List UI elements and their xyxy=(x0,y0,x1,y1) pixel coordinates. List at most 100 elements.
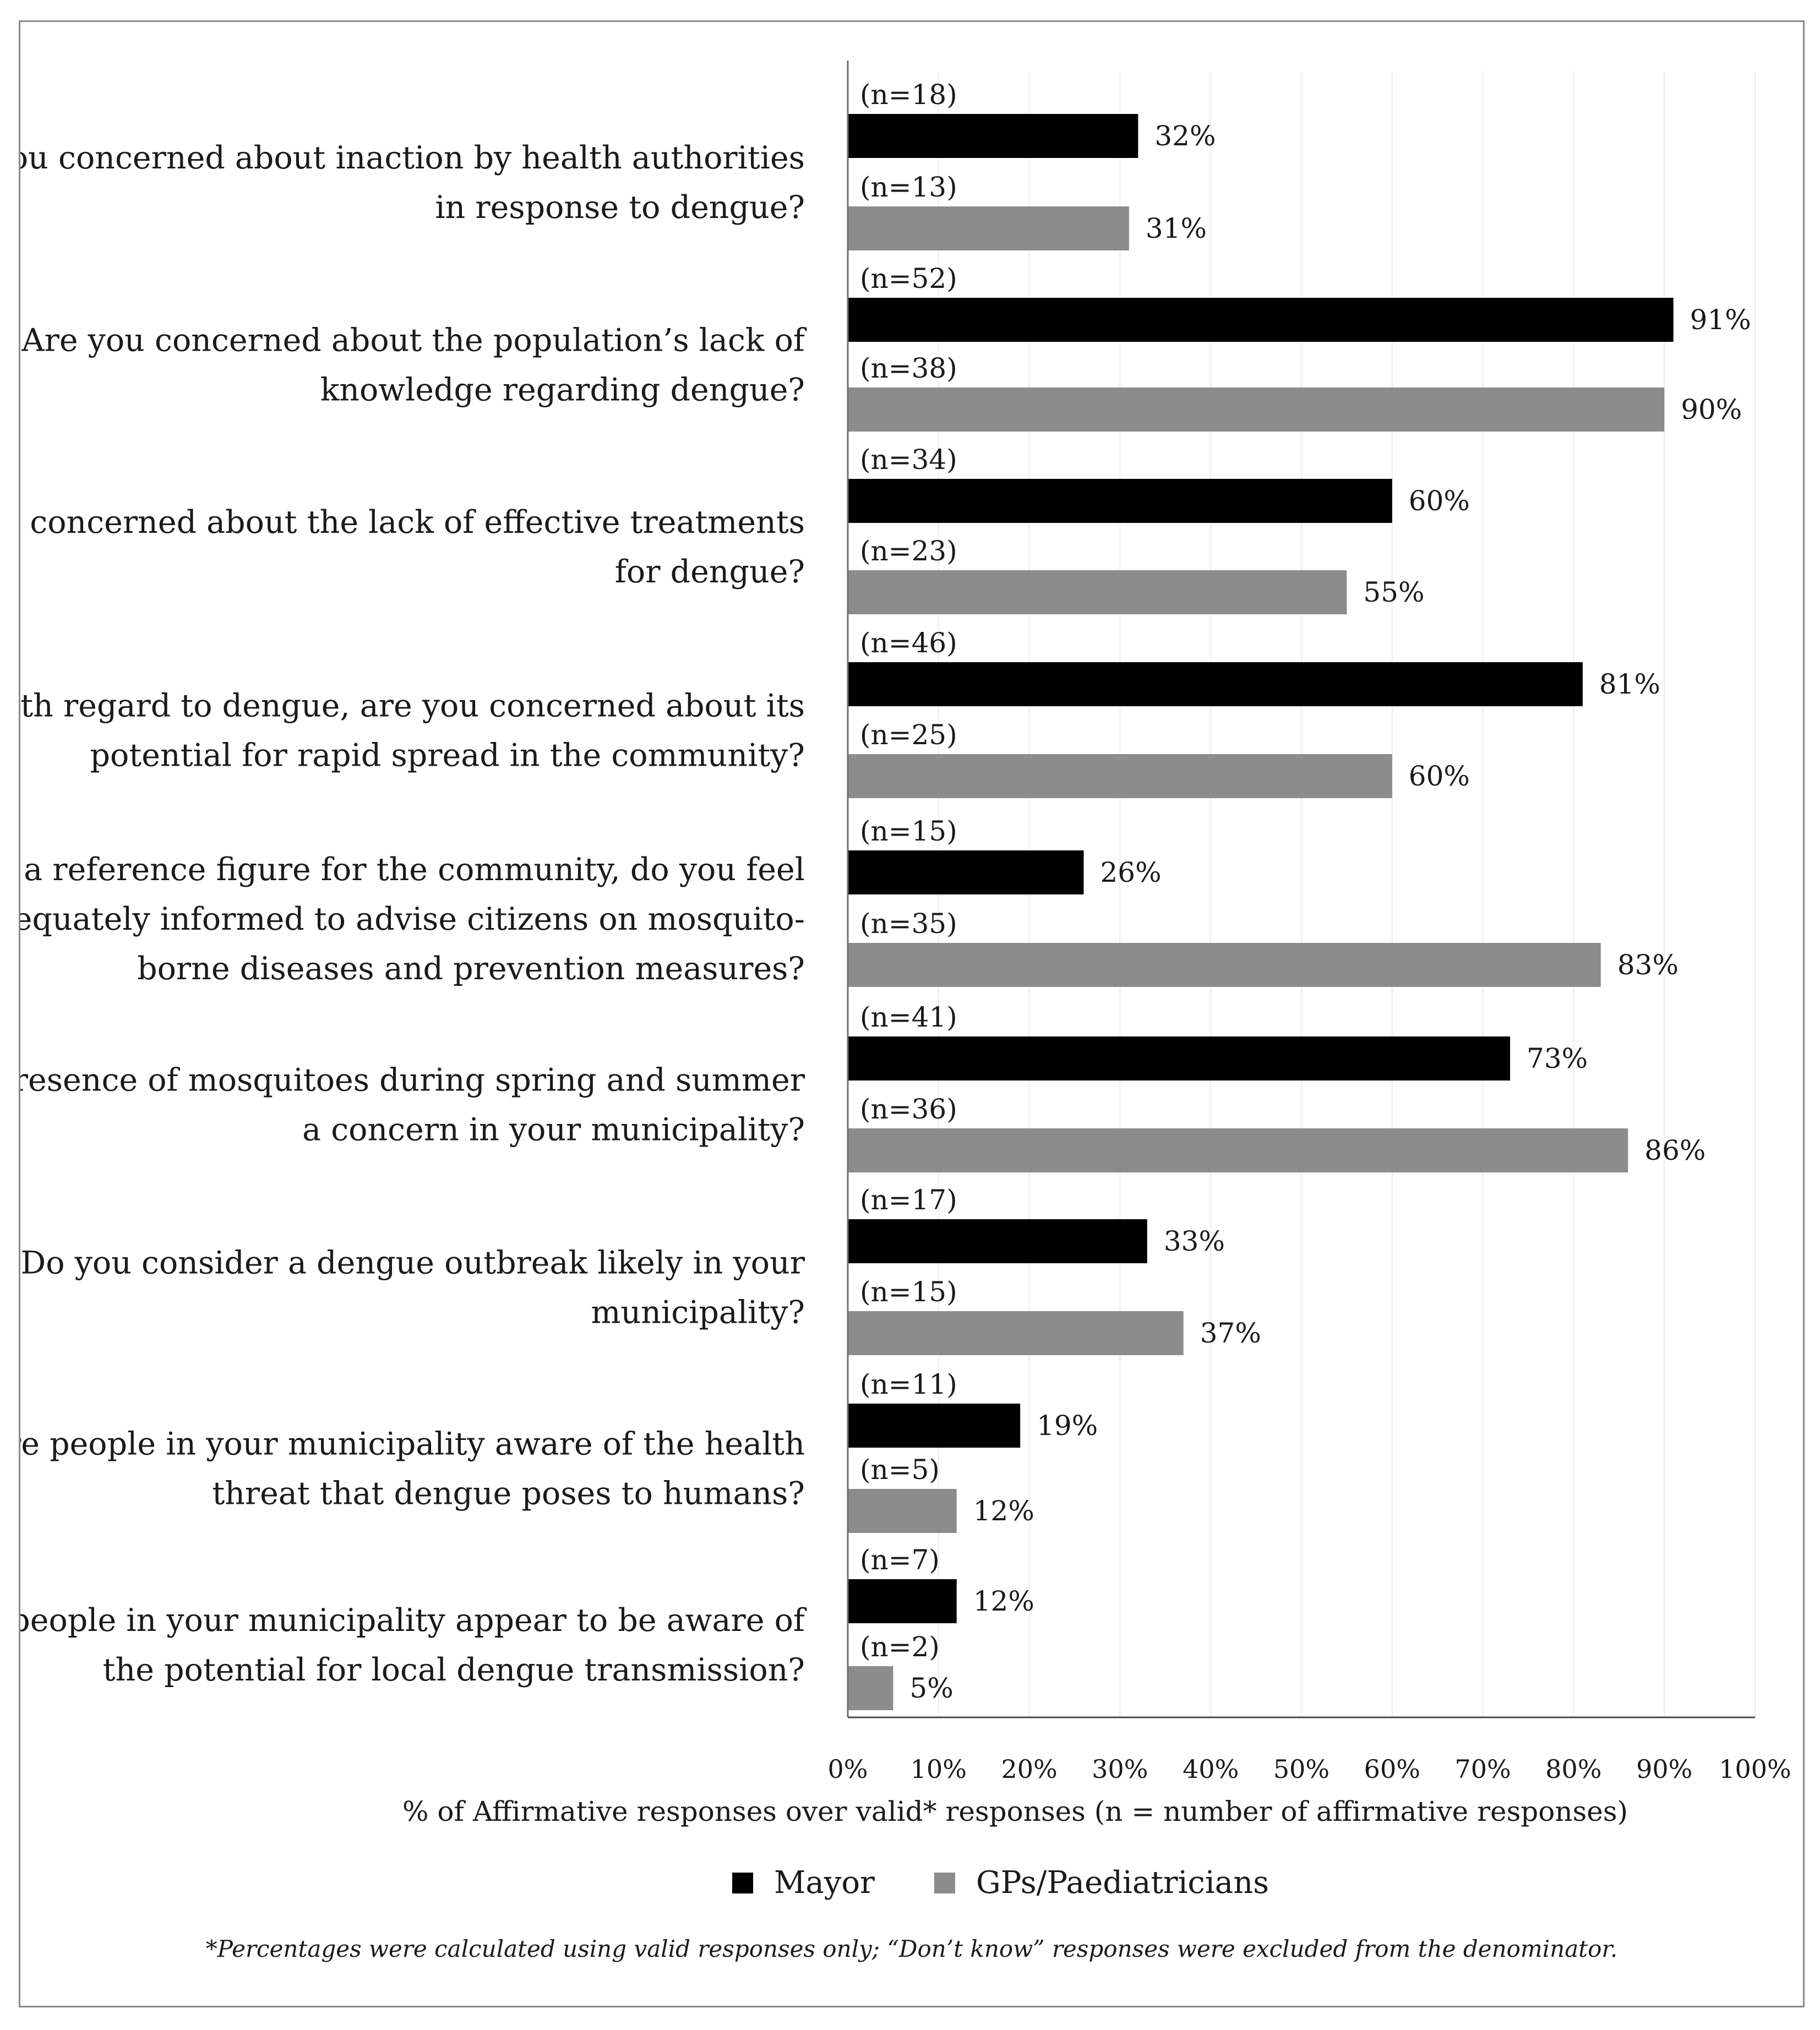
n-label: (n=35) xyxy=(860,908,957,940)
n-label: (n=18) xyxy=(860,79,957,111)
bar xyxy=(848,1666,893,1710)
legend-swatch xyxy=(934,1873,955,1893)
category-label: Are you concerned about inaction by heal… xyxy=(20,140,805,226)
chart-figure: Are you concerned about inaction by heal… xyxy=(19,20,1805,2007)
value-label: 86% xyxy=(1644,1134,1705,1166)
x-tick-label: 100% xyxy=(1719,1754,1791,1784)
n-label: (n=15) xyxy=(860,1276,957,1308)
value-label: 60% xyxy=(1409,485,1470,517)
category-label-line: municipality? xyxy=(591,1295,805,1331)
bar xyxy=(848,1404,1021,1448)
bar xyxy=(848,570,1347,614)
category-label: With regard to dengue, are you concerned… xyxy=(20,688,805,774)
category-label-line: As a reference figure for the community,… xyxy=(20,852,805,888)
category-label-line: Are you concerned about inaction by heal… xyxy=(20,140,805,176)
n-label: (n=23) xyxy=(860,535,957,567)
x-tick-label: 0% xyxy=(828,1754,868,1784)
legend-swatch xyxy=(732,1873,753,1893)
bars-layer xyxy=(848,114,1674,1710)
x-tick-label: 60% xyxy=(1364,1754,1420,1784)
value-label: 5% xyxy=(909,1672,953,1704)
value-label: 32% xyxy=(1154,120,1216,152)
chart-svg: Are you concerned about inaction by heal… xyxy=(20,61,1791,1962)
category-label-line: borne diseases and prevention measures? xyxy=(137,951,805,987)
x-tick-label: 30% xyxy=(1092,1754,1148,1784)
bar xyxy=(848,1219,1147,1263)
category-label-line: in response to dengue? xyxy=(435,189,805,226)
bar xyxy=(848,206,1129,250)
bar xyxy=(848,479,1392,523)
n-label: (n=46) xyxy=(860,627,957,659)
category-label: Are you concerned about the population’s… xyxy=(21,323,807,408)
value-label: 37% xyxy=(1200,1317,1261,1349)
category-label: As a reference figure for the community,… xyxy=(20,852,805,987)
value-label: 60% xyxy=(1409,760,1470,792)
category-label-line: Is the presence of mosquitoes during spr… xyxy=(20,1062,805,1099)
bar xyxy=(848,1579,957,1623)
category-label-line: Do you consider a dengue outbreak likely… xyxy=(21,1245,805,1281)
category-label-line: Do people in your municipality appear to… xyxy=(20,1602,807,1639)
n-label: (n=36) xyxy=(860,1093,957,1125)
bar xyxy=(848,388,1665,432)
n-label: (n=25) xyxy=(860,719,957,751)
n-label: (n=52) xyxy=(860,263,957,294)
category-label-line: threat that dengue poses to humans? xyxy=(212,1476,805,1512)
value-label: 31% xyxy=(1146,212,1207,244)
bar xyxy=(848,1036,1511,1081)
category-label: Are people in your municipality aware of… xyxy=(20,1426,805,1512)
category-label-line: knowledge regarding dengue? xyxy=(320,372,805,408)
grid-layer xyxy=(938,72,1756,1717)
category-label-line: the potential for local dengue transmiss… xyxy=(103,1652,805,1688)
x-tick-label: 80% xyxy=(1545,1754,1601,1784)
category-label-line: Are you concerned about the lack of effe… xyxy=(20,504,805,541)
x-tick-label: 40% xyxy=(1183,1754,1239,1784)
bar xyxy=(848,1311,1184,1355)
n-label: (n=5) xyxy=(860,1454,940,1486)
x-axis: 0% 10% 20% 30% 40% 50% 60% 70% 80% 90% 100% xyxy=(828,61,1791,1784)
n-label: (n=2) xyxy=(860,1631,940,1663)
bar xyxy=(848,114,1138,158)
bar xyxy=(848,1128,1628,1172)
category-label: Is the presence of mosquitoes during spr… xyxy=(20,1062,805,1148)
value-label: 91% xyxy=(1690,304,1751,336)
bar xyxy=(848,1489,957,1533)
category-label-line: a concern in your municipality? xyxy=(302,1112,805,1148)
n-label: (n=11) xyxy=(860,1368,957,1400)
category-label-line: With regard to dengue, are you concerned… xyxy=(20,688,805,724)
n-label: (n=13) xyxy=(860,171,957,203)
value-label: 26% xyxy=(1100,856,1161,888)
category-label: Do people in your municipality appear to… xyxy=(20,1602,807,1688)
category-label: Do you consider a dengue outbreak likely… xyxy=(21,1245,805,1331)
legend-label: Mayor xyxy=(774,1865,875,1901)
bar xyxy=(848,850,1084,894)
x-tick-label: 20% xyxy=(1001,1754,1057,1784)
category-label-line: for dengue? xyxy=(615,554,805,590)
footnote: *Percentages were calculated using valid… xyxy=(206,1935,1617,1962)
value-label: 90% xyxy=(1681,394,1742,425)
value-label: 81% xyxy=(1599,668,1660,700)
n-label: (n=34) xyxy=(860,444,957,476)
value-label: 19% xyxy=(1037,1410,1098,1442)
value-label: 83% xyxy=(1617,949,1679,981)
value-label: 73% xyxy=(1527,1043,1588,1074)
x-tick-label: 50% xyxy=(1273,1754,1329,1784)
category-label: Are you concerned about the lack of effe… xyxy=(20,504,805,590)
legend-label: GPs/Paediatricians xyxy=(976,1865,1269,1901)
labels-layer: Are you concerned about inaction by heal… xyxy=(20,79,1751,1704)
value-label: 33% xyxy=(1164,1225,1225,1257)
bar xyxy=(848,754,1392,798)
category-label-line: adequately informed to advise citizens o… xyxy=(20,901,805,937)
category-label-line: Are you concerned about the population’s… xyxy=(21,323,807,359)
bar xyxy=(848,662,1583,706)
legend: Mayor GPs/Paediatricians xyxy=(732,1865,1269,1901)
value-label: 55% xyxy=(1363,576,1424,608)
n-label: (n=15) xyxy=(860,815,957,847)
x-tick-label: 70% xyxy=(1454,1754,1511,1784)
x-axis-title: % of Affirmative responses over valid* r… xyxy=(402,1796,1628,1827)
category-label-line: potential for rapid spread in the commun… xyxy=(90,738,805,774)
bar xyxy=(848,943,1601,987)
bar xyxy=(848,298,1674,342)
x-tick-label: 10% xyxy=(911,1754,967,1784)
n-label: (n=41) xyxy=(860,1001,957,1033)
category-label-line: Are people in your municipality aware of… xyxy=(20,1426,805,1463)
